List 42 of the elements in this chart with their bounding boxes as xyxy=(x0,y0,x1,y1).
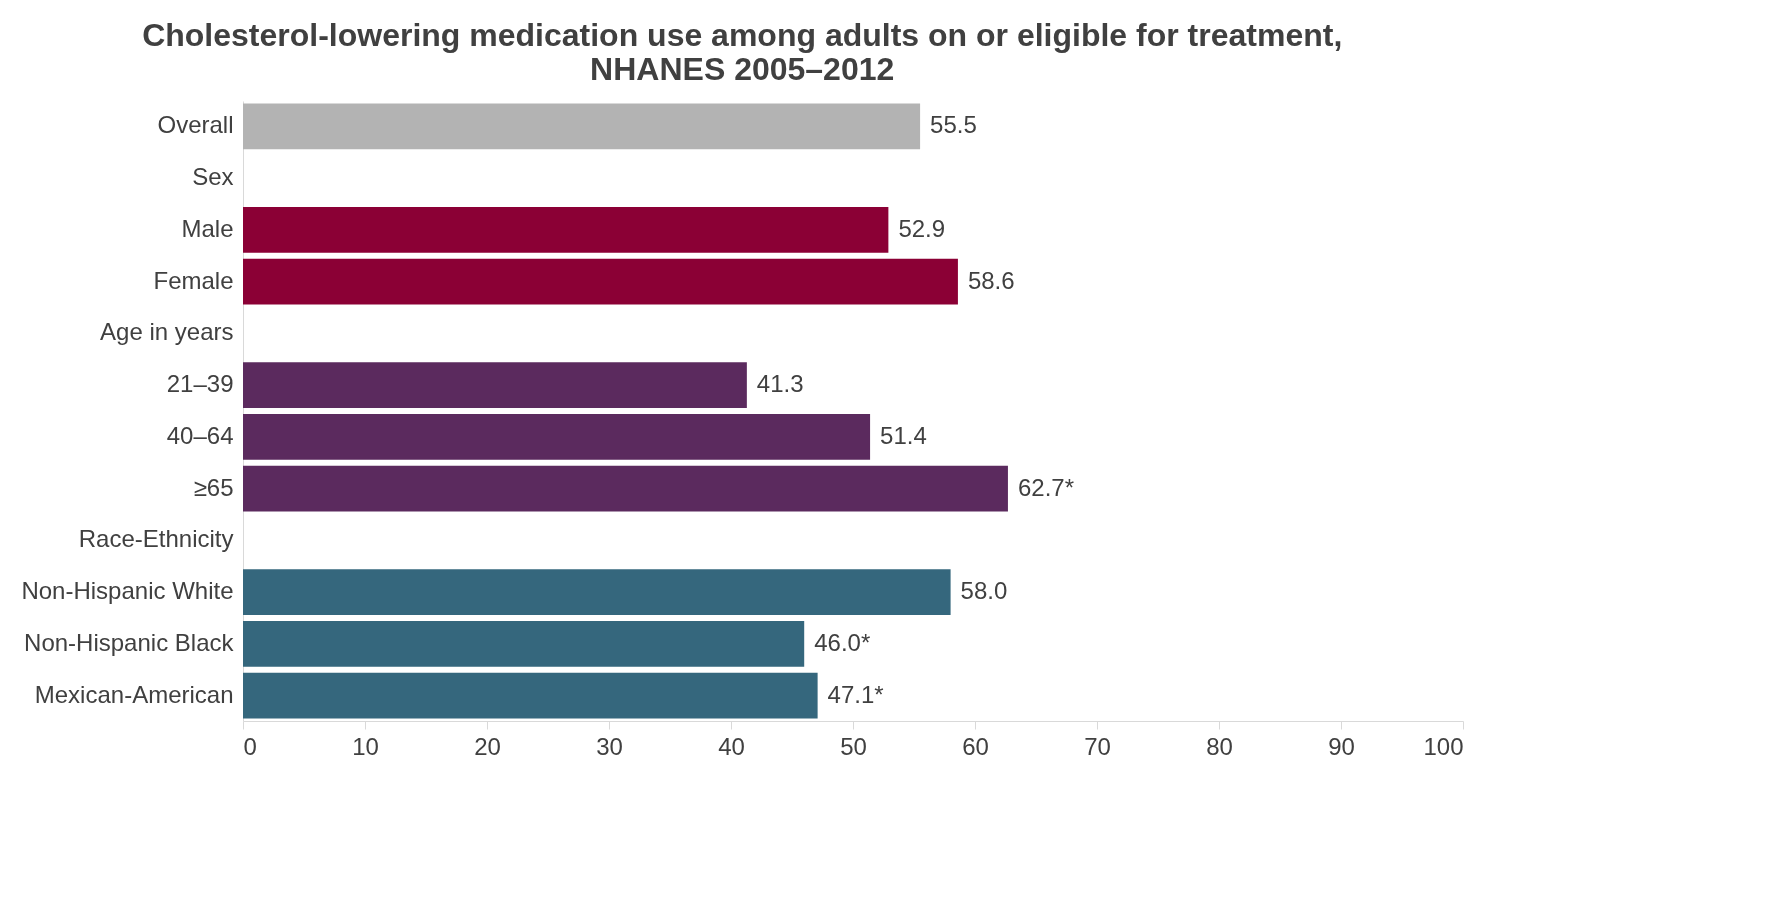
x-tick-label: 80 xyxy=(1206,732,1233,760)
bar xyxy=(243,672,818,719)
data-label: 51.4 xyxy=(880,421,927,449)
y-tick-label: 40–64 xyxy=(166,421,234,449)
y-tick-label: 21–39 xyxy=(166,370,234,398)
chart-title: Cholesterol-lowering medication use among adults on or eligible for treatment, NHANES 2005–2012 xyxy=(142,17,1343,87)
x-tick-label: 20 xyxy=(474,732,501,760)
y-tick-label: Sex xyxy=(192,163,234,191)
bar xyxy=(243,207,889,253)
data-label: 52.9 xyxy=(898,214,946,242)
bar xyxy=(243,414,871,460)
x-tick-label: 60 xyxy=(962,732,989,760)
data-label: 58.0 xyxy=(960,577,1008,605)
x-tick-label: 100 xyxy=(1423,732,1464,760)
y-tick-label: Mexican-American xyxy=(34,680,234,708)
y-tick-label: ≥65 xyxy=(193,473,234,501)
y-tick-label: Race-Ethnicity xyxy=(78,525,234,553)
x-tick-label: 30 xyxy=(596,732,623,760)
data-label: 58.6 xyxy=(967,266,1015,294)
bar xyxy=(243,465,1008,512)
bar xyxy=(243,621,805,667)
y-tick-label: Male xyxy=(181,214,234,242)
x-tick-label: 0 xyxy=(243,732,257,760)
bar xyxy=(243,362,747,408)
data-label: 41.3 xyxy=(756,370,804,398)
x-tick-label: 90 xyxy=(1328,732,1355,760)
bar xyxy=(243,258,958,305)
y-tick-label: Age in years xyxy=(100,318,234,346)
bar xyxy=(243,103,921,150)
x-tick-label: 10 xyxy=(352,732,379,760)
data-label: 46.0* xyxy=(814,628,871,656)
y-tick-label: Overall xyxy=(157,111,234,139)
x-tick-label: 50 xyxy=(840,732,867,760)
data-label: 55.5 xyxy=(930,111,977,139)
y-tick-label: Non-Hispanic Black xyxy=(24,628,235,656)
bar xyxy=(243,569,951,615)
y-tick-label: Non-Hispanic White xyxy=(21,577,234,605)
data-label: 47.1* xyxy=(827,680,884,708)
x-tick-label: 40 xyxy=(718,732,745,760)
y-tick-label: Female xyxy=(153,266,234,294)
data-label: 62.7* xyxy=(1017,473,1074,501)
x-tick-label: 70 xyxy=(1084,732,1111,760)
